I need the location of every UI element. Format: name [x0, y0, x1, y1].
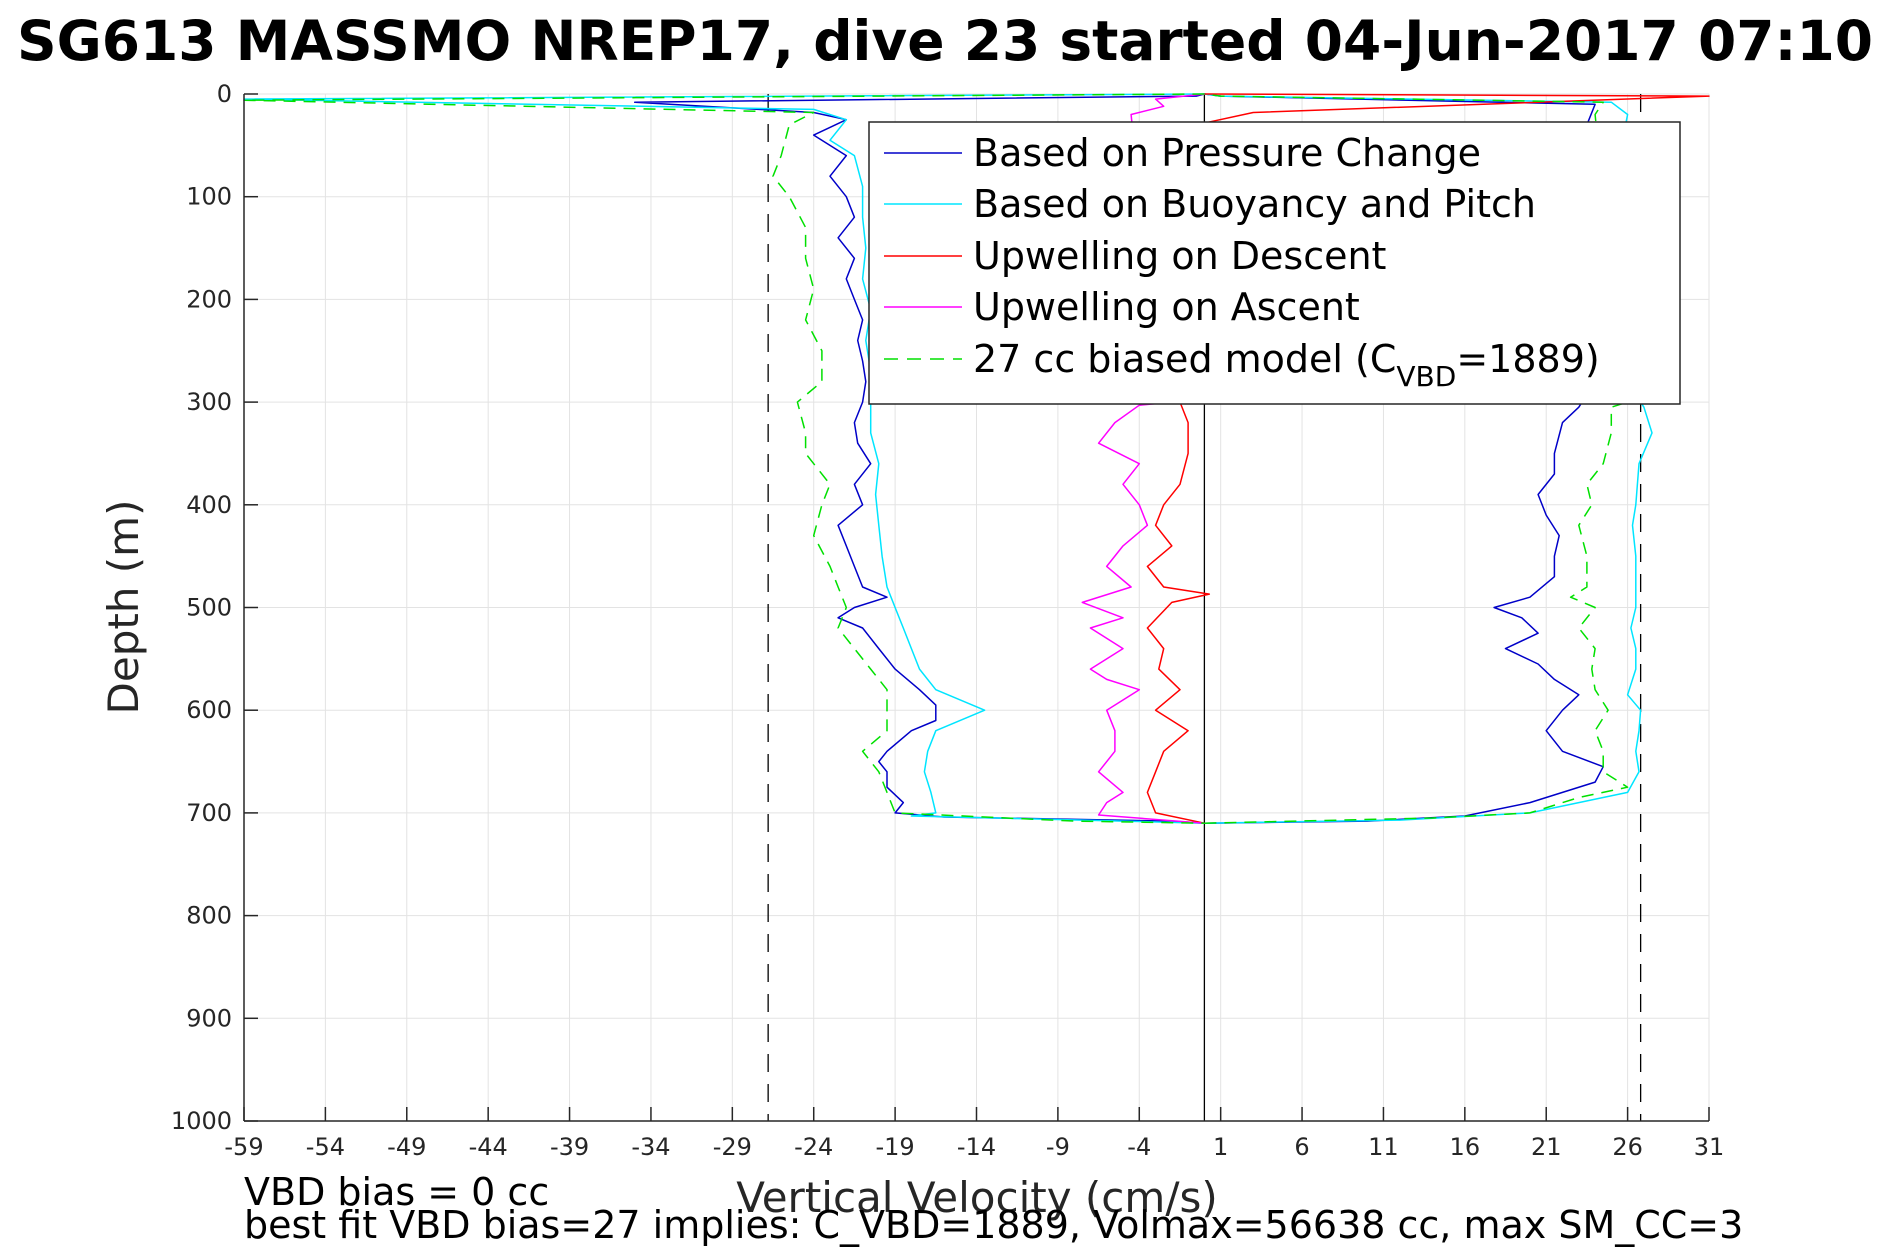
- vbd-bias-note: VBD bias = 0 cc: [244, 1170, 549, 1214]
- x-tick-label: -49: [387, 1133, 426, 1161]
- legend-label-prefix: 27 cc biased model (C: [973, 337, 1396, 381]
- legend-entry-biased-model: 27 cc biased model (CVBD=1889): [884, 337, 1600, 393]
- series-line-1-descent: [633, 93, 1205, 824]
- x-tick-label: -24: [794, 1133, 833, 1161]
- legend-label: Upwelling on Ascent: [973, 285, 1360, 329]
- best-fit-note: best fit VBD bias=27 implies: C_VBD=1889…: [244, 1203, 1743, 1247]
- x-tick-label: 6: [1294, 1133, 1309, 1161]
- legend-entry-upwelling-descent: Upwelling on Descent: [884, 234, 1386, 278]
- series-line-5-ascent: [1204, 93, 1629, 824]
- x-tick-label: 21: [1531, 1133, 1562, 1161]
- y-axis-label: Depth (m): [99, 500, 148, 715]
- axes: [243, 93, 1710, 1122]
- x-tick-label: 1: [1213, 1133, 1228, 1161]
- x-tick-label: 26: [1612, 1133, 1643, 1161]
- legend-entry-buoyancy-pitch: Based on Buoyancy and Pitch: [884, 182, 1536, 226]
- x-tick-label: -59: [224, 1133, 263, 1161]
- y-tick-label: 800: [186, 902, 232, 930]
- x-tick-label: 16: [1450, 1133, 1481, 1161]
- legend: Based on Pressure Change Based on Buoyan…: [868, 121, 1681, 405]
- x-tick-label: -14: [957, 1133, 996, 1161]
- y-tick-label: 600: [186, 696, 232, 724]
- legend-label: 27 cc biased model (CVBD=1889): [973, 337, 1600, 393]
- x-tick-label: -39: [550, 1133, 589, 1161]
- x-tick-label: -54: [306, 1133, 345, 1161]
- y-tick-label: 0: [217, 80, 232, 108]
- y-tick-label: 900: [186, 1004, 232, 1032]
- x-axis-label: Vertical Velocity (cm/s): [736, 1173, 1217, 1222]
- y-tick-label: 400: [186, 491, 232, 519]
- legend-label-subscript: VBD: [1396, 360, 1456, 393]
- x-tick-label: 11: [1368, 1133, 1399, 1161]
- y-tick-labels: 0 100 200 300 400 500 600 700 800 900 1000: [171, 80, 232, 1135]
- legend-label: Based on Pressure Change: [973, 131, 1481, 175]
- y-tick-label: 100: [186, 183, 232, 211]
- y-tick-label: 500: [186, 594, 232, 622]
- x-tick-labels: -59 -54 -49 -44 -39 -34 -29 -24 -19 -14 -9 -4 1 6 11 16…: [224, 1133, 1724, 1161]
- chart-title: SG613 MASSMO NREP17, dive 23 started 04-…: [17, 9, 1873, 73]
- x-tick-label: -34: [631, 1133, 670, 1161]
- x-tick-label: -4: [1127, 1133, 1151, 1161]
- y-tick-label: 700: [186, 799, 232, 827]
- x-tick-label: -9: [1046, 1133, 1070, 1161]
- legend-label-suffix: =1889): [1456, 337, 1599, 381]
- series-line-3-descent: [1146, 93, 1710, 824]
- legend-label: Based on Buoyancy and Pitch: [973, 182, 1536, 226]
- x-tick-label: -29: [713, 1133, 752, 1161]
- legend-box: [868, 121, 1681, 405]
- x-tick-label: -19: [876, 1133, 915, 1161]
- y-tick-label: 200: [186, 285, 232, 313]
- x-tick-label: -44: [469, 1133, 508, 1161]
- series-line-2-descent: [243, 93, 1205, 824]
- legend-entry-upwelling-ascent: Upwelling on Ascent: [884, 285, 1360, 329]
- x-tick-label: 31: [1694, 1133, 1725, 1161]
- series-line-5-descent: [243, 93, 1205, 824]
- y-tick-label: 300: [186, 388, 232, 416]
- legend-entry-pressure-change: Based on Pressure Change: [884, 131, 1481, 175]
- y-tick-label: 1000: [171, 1107, 232, 1135]
- legend-label: Upwelling on Descent: [973, 234, 1386, 278]
